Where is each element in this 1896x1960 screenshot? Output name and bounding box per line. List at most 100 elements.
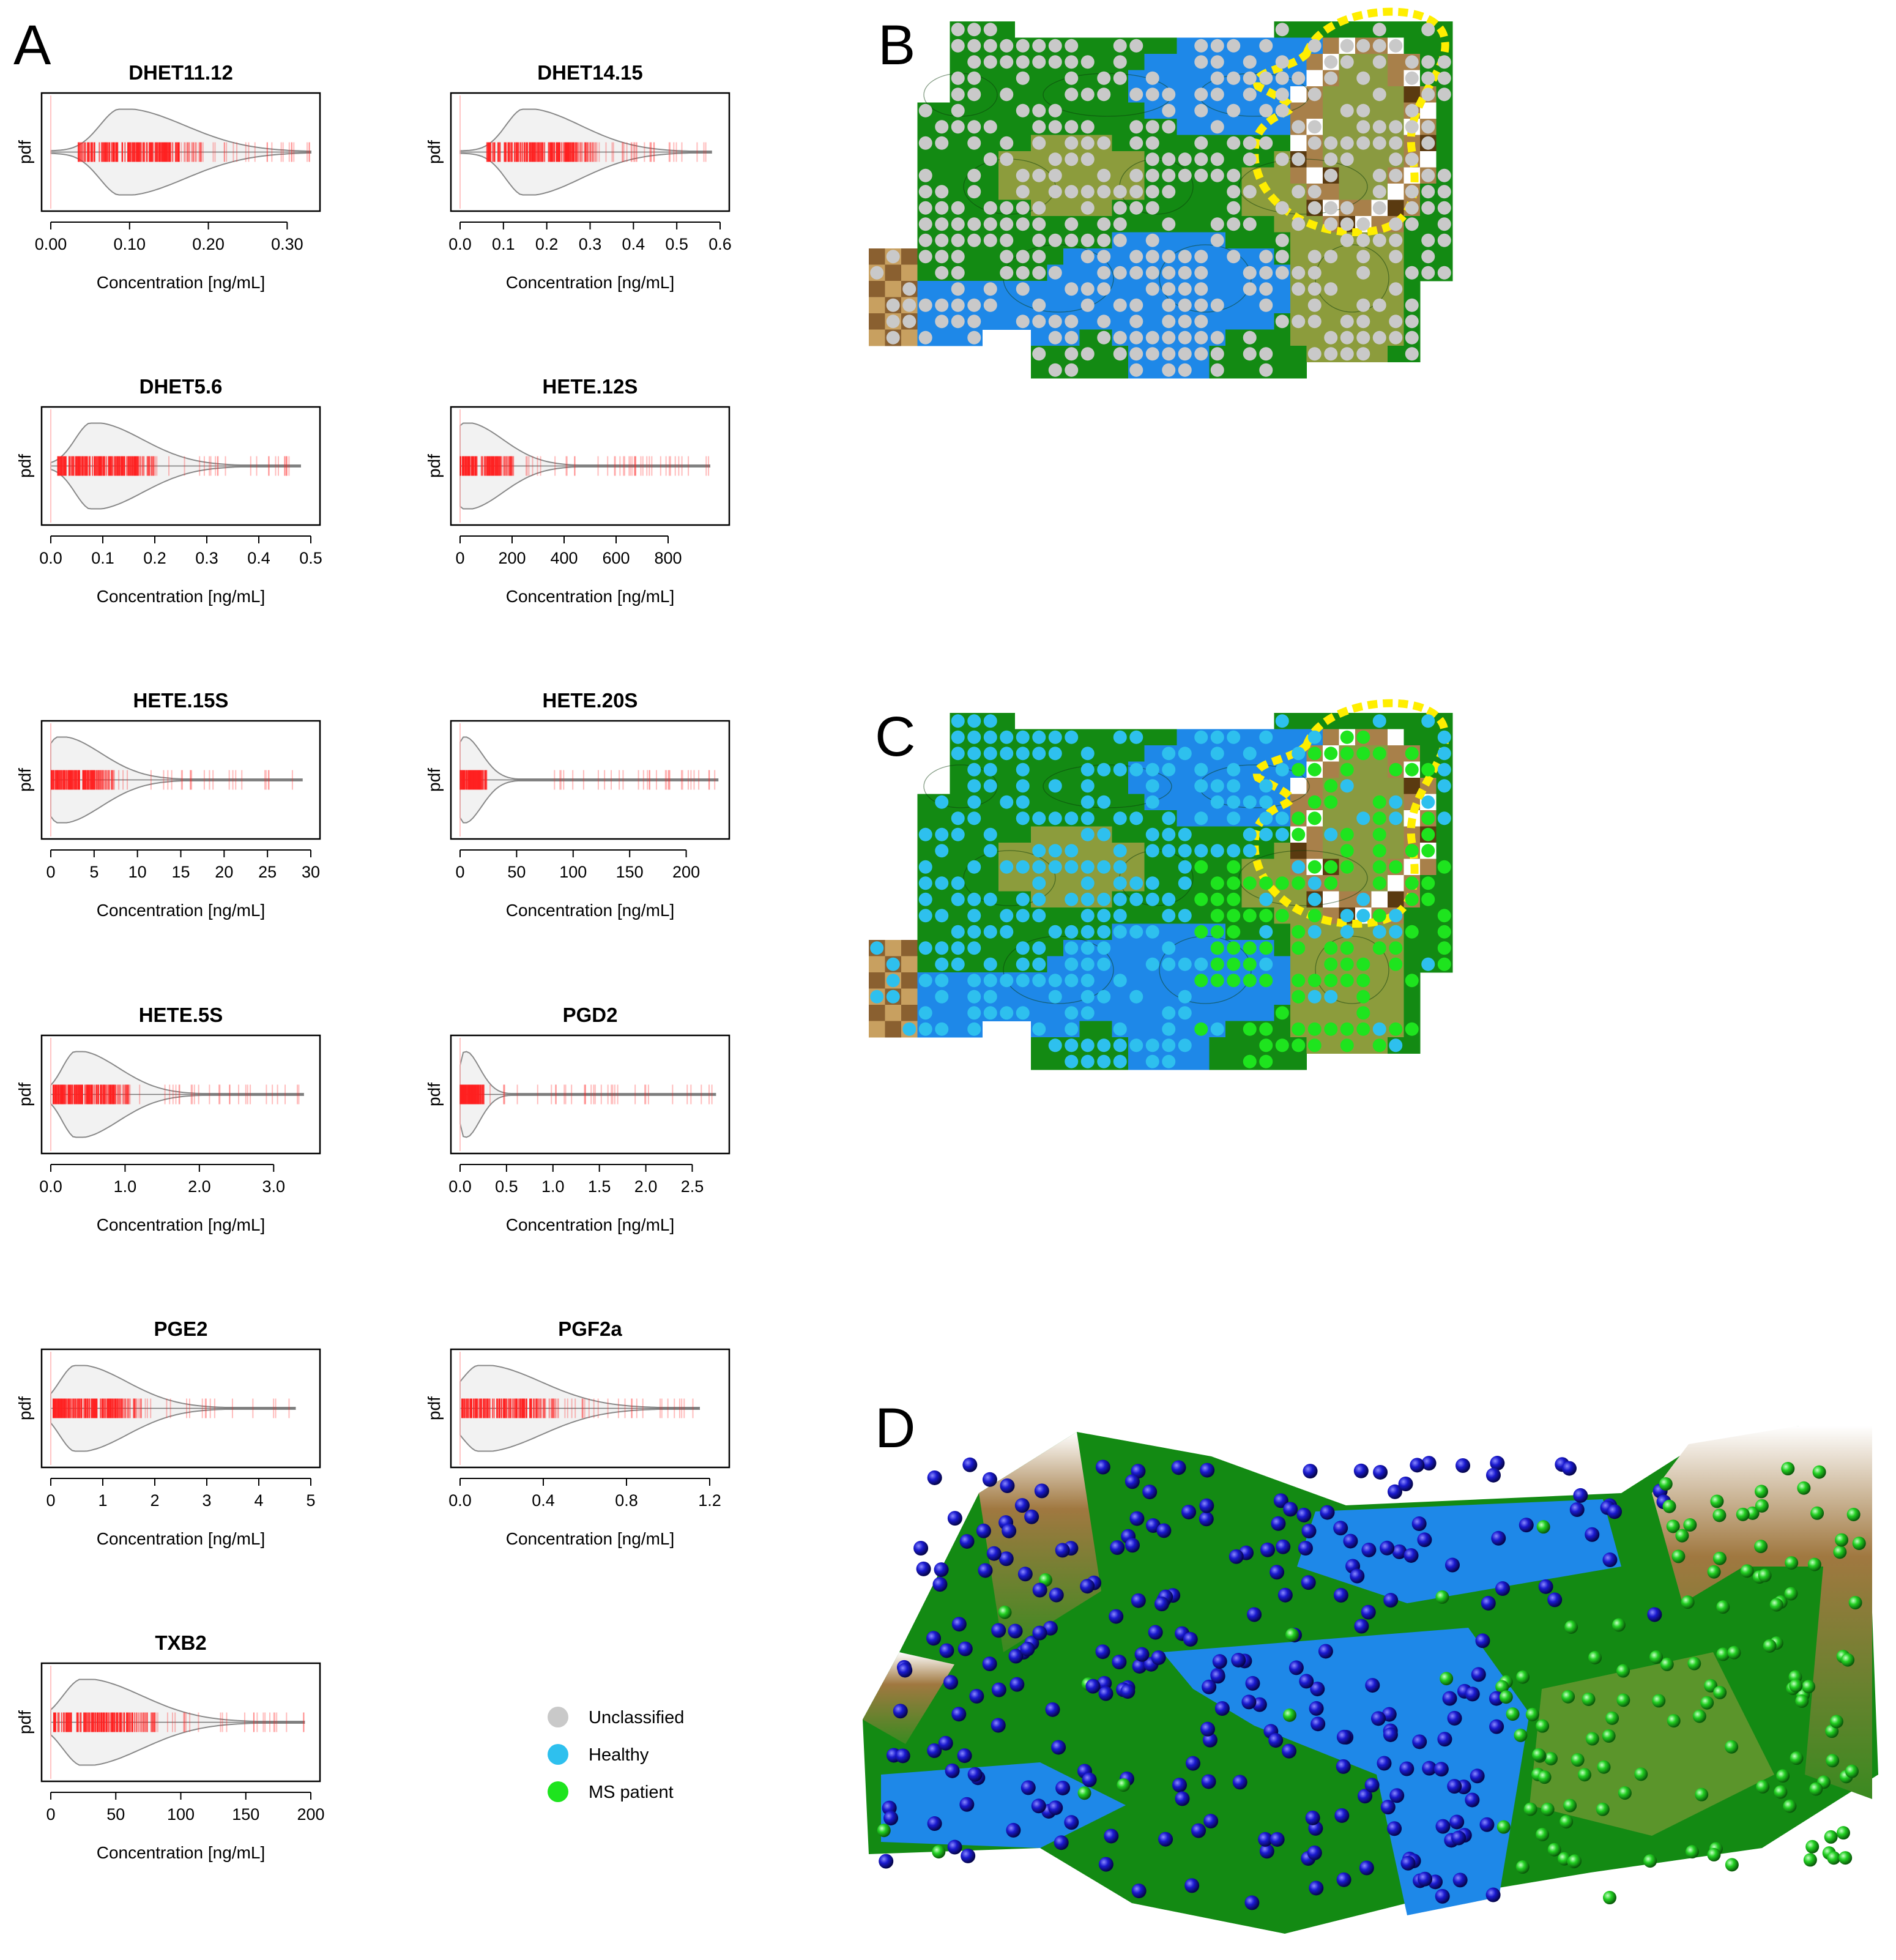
point-unclassified [1372, 168, 1386, 182]
point-unclassified [1194, 136, 1208, 150]
point-healthy [1194, 779, 1208, 793]
sphere-healthy [1110, 1540, 1125, 1556]
point-ms-patient [1259, 876, 1273, 890]
sphere-ms-patient [1683, 1518, 1697, 1532]
point-healthy [1113, 892, 1127, 906]
point-healthy [1097, 909, 1111, 923]
map-cell [1274, 1021, 1291, 1038]
map-cell [1209, 135, 1226, 152]
point-unclassified [1048, 120, 1062, 134]
point-unclassified [1000, 39, 1014, 53]
point-healthy [967, 909, 981, 923]
point-unclassified [1259, 39, 1273, 53]
map-cell [1339, 794, 1356, 811]
point-unclassified [1048, 363, 1062, 377]
point-ms-patient [1437, 957, 1451, 971]
sphere-ms-patient [1790, 1751, 1804, 1765]
map-cell [1177, 102, 1194, 119]
map-cell [1225, 119, 1242, 135]
point-unclassified [951, 298, 965, 312]
map-cell [1355, 167, 1372, 184]
point-healthy [1113, 1038, 1127, 1053]
point-ms-patient [1372, 860, 1386, 874]
map-cell [1177, 1021, 1194, 1038]
point-unclassified [1178, 152, 1192, 166]
map-cell [1079, 264, 1096, 281]
sphere-healthy [1154, 1597, 1169, 1612]
point-ms-patient [1356, 974, 1370, 988]
point-healthy [951, 811, 965, 825]
point-unclassified [1259, 250, 1273, 264]
point-ms-patient [1324, 876, 1338, 890]
sphere-ms-patient [1848, 1596, 1862, 1610]
point-healthy [1145, 876, 1159, 890]
map-cell [1047, 297, 1064, 314]
panel-d-som-3d-landscape [863, 1426, 1878, 1934]
x-tick-label: 0.1 [492, 235, 515, 253]
sphere-healthy [927, 1743, 942, 1758]
sphere-healthy [1435, 1888, 1450, 1904]
map-cell [1274, 119, 1291, 135]
point-healthy [967, 714, 981, 728]
map-cell [1063, 199, 1080, 217]
point-healthy [1016, 779, 1030, 793]
sphere-healthy [1045, 1702, 1060, 1717]
point-unclassified [1405, 185, 1419, 199]
point-healthy [967, 795, 981, 809]
map-cell [901, 264, 918, 281]
map-cell [1144, 810, 1161, 827]
sphere-ms-patient [1643, 1854, 1657, 1868]
point-unclassified [967, 120, 981, 134]
sphere-healthy [1398, 1477, 1413, 1492]
x-tick-label: 4 [254, 1491, 263, 1510]
map-cell [1079, 167, 1096, 184]
point-healthy [1421, 795, 1435, 809]
sphere-healthy [961, 1848, 976, 1863]
map-cell [1144, 313, 1161, 330]
point-unclassified [1405, 217, 1419, 231]
point-healthy [1129, 811, 1143, 825]
point-healthy [1080, 795, 1095, 809]
point-unclassified [1032, 217, 1046, 231]
x-tick-label: 3 [202, 1491, 211, 1510]
sphere-ms-patient [1602, 1891, 1616, 1905]
point-unclassified [1048, 39, 1062, 53]
point-unclassified [1080, 55, 1095, 69]
point-unclassified [1405, 298, 1419, 312]
sphere-ms-patient [1652, 1694, 1666, 1708]
point-healthy [1080, 925, 1095, 939]
sphere-healthy [1547, 1592, 1563, 1608]
x-axis-label: Concentration [ng/mL] [97, 1843, 266, 1862]
point-unclassified [1437, 168, 1451, 182]
point-unclassified [1032, 266, 1046, 280]
sphere-healthy [943, 1675, 959, 1690]
point-healthy [1210, 779, 1224, 793]
map-cell [917, 151, 934, 168]
map-cell [966, 956, 983, 973]
point-healthy [1389, 811, 1403, 825]
point-ms-patient [1356, 989, 1370, 1004]
point-unclassified [1129, 266, 1143, 280]
x-tick-label: 5 [89, 863, 99, 881]
point-ms-patient [1356, 747, 1370, 761]
map-cell [998, 713, 1015, 729]
point-healthy [1275, 827, 1289, 841]
sphere-healthy [1421, 1456, 1437, 1471]
sphere-healthy [1569, 1502, 1585, 1517]
point-healthy [967, 1006, 981, 1020]
sphere-healthy [893, 1704, 908, 1719]
point-healthy [1389, 795, 1403, 809]
y-axis-label: pdf [15, 768, 34, 792]
point-unclassified [1000, 201, 1014, 215]
map-cell [1209, 184, 1226, 200]
point-healthy [1097, 827, 1111, 841]
map-cell [1436, 102, 1453, 119]
point-unclassified [1129, 315, 1143, 329]
point-unclassified [935, 250, 949, 264]
point-unclassified [1324, 168, 1338, 182]
sphere-ms-patient [1563, 1798, 1577, 1813]
point-unclassified [1243, 136, 1257, 150]
x-tick-label: 0.10 [114, 235, 146, 253]
point-healthy [1162, 1038, 1176, 1053]
sphere-healthy [986, 1546, 1002, 1561]
